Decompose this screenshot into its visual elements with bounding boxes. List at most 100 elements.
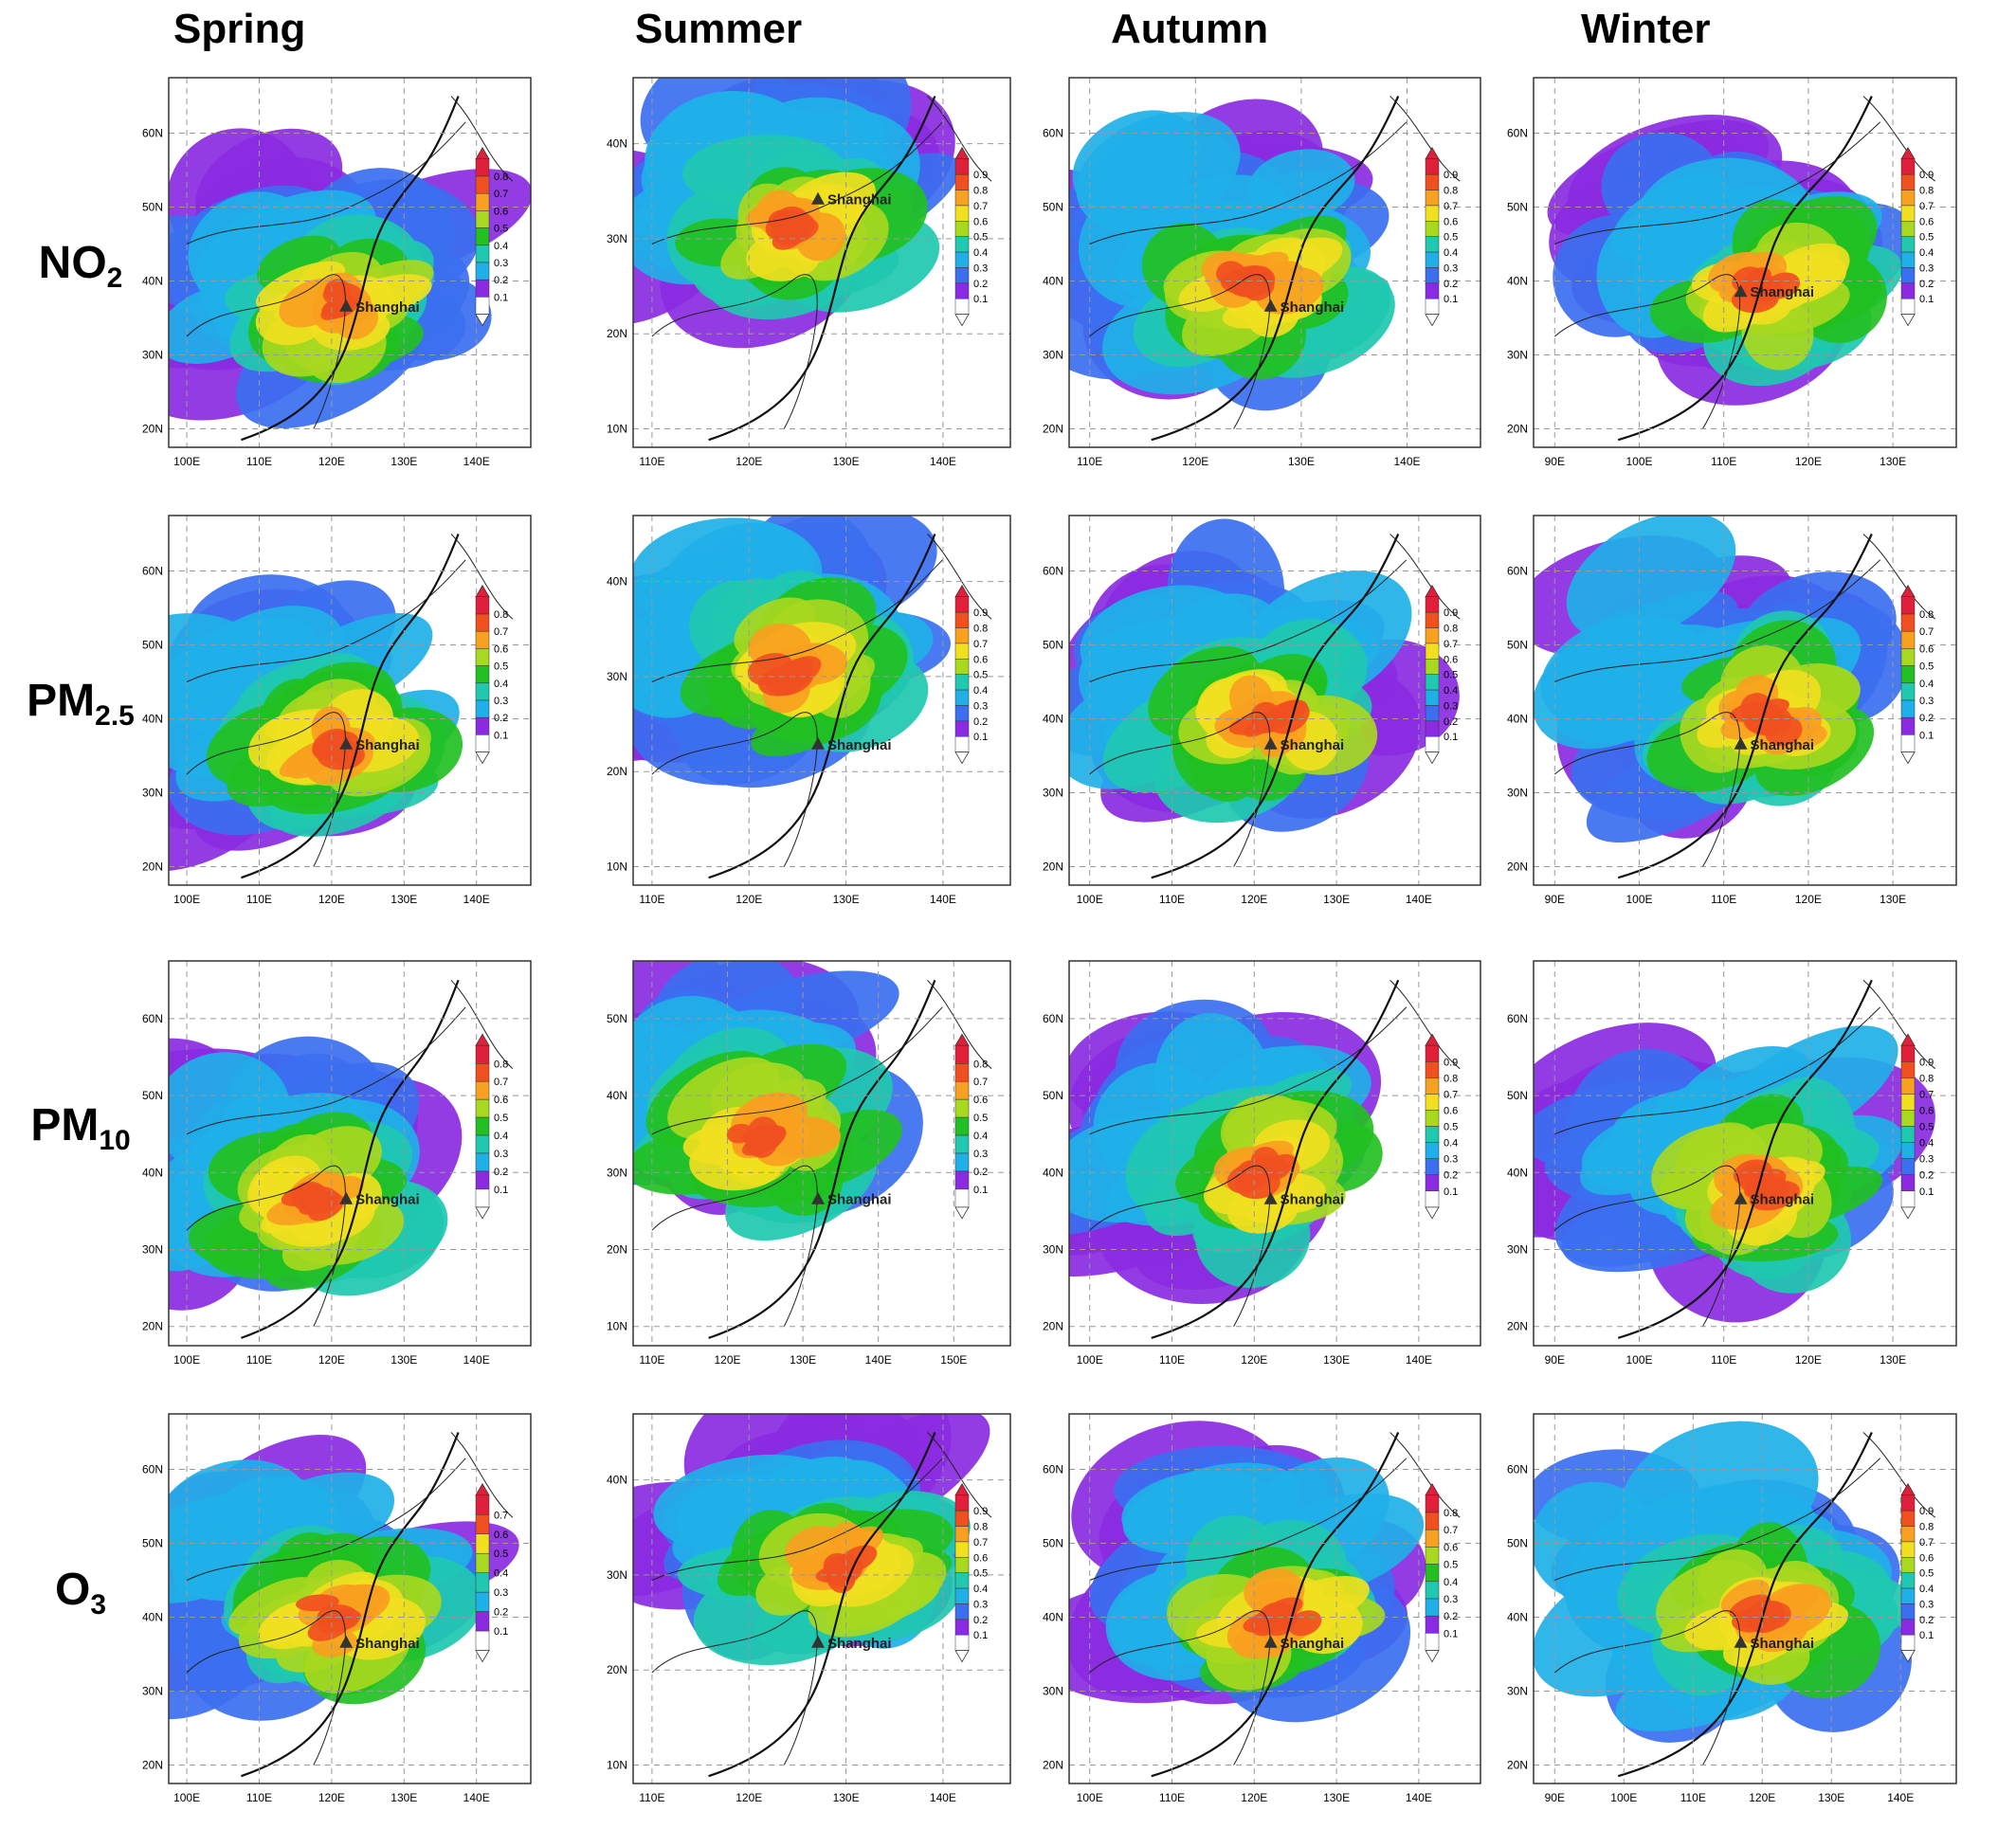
colorbar-tick-label: 0.6 [973, 1552, 988, 1564]
map-panel-o3-winter: 90E 100E 110E 120E 130E 140E 20N 30N 40N 50N 60N Sh… [1490, 1410, 1960, 1808]
colorbar-tick-label: 0.1 [1919, 730, 1934, 741]
lon-tick-label: 100E [173, 455, 200, 468]
lon-tick-label: 120E [318, 893, 345, 906]
map-panel-no2-spring: 100E 110E 120E 130E 140E 20N 30N 40N 50N 60N Shang… [125, 74, 535, 472]
shanghai-label: Shanghai [1280, 1192, 1345, 1208]
lon-tick-label: 120E [318, 455, 345, 468]
lat-tick-label: 60N [1043, 1012, 1063, 1025]
colorbar-tick-label: 0.9 [973, 607, 988, 619]
colorbar-tick-label: 0.6 [494, 206, 508, 217]
colorbar-tick-label: 0.7 [973, 639, 988, 650]
lat-tick-label: 40N [1507, 1611, 1528, 1624]
colorbar-tick-label: 0.1 [1919, 294, 1934, 305]
lat-tick-label: 40N [607, 137, 627, 151]
lon-tick-label: 130E [833, 893, 860, 906]
lat-tick-label: 30N [1043, 1685, 1063, 1698]
lat-tick-label: 20N [142, 1759, 163, 1772]
colorbar-tick-label: 0.2 [1444, 1611, 1458, 1622]
colorbar-tick-label: 0.3 [973, 1149, 988, 1160]
shanghai-marker [339, 1191, 354, 1204]
lon-tick-label: 130E [390, 1353, 417, 1367]
lon-tick-label: 110E [246, 1791, 272, 1804]
lon-tick-label: 130E [1288, 455, 1315, 468]
lon-tick-label: 130E [1880, 893, 1906, 906]
coastline [1151, 979, 1400, 1339]
colorbar-tick-label: 0.6 [1919, 1106, 1934, 1117]
lon-tick-label: 130E [1818, 1791, 1844, 1804]
lat-tick-label: 30N [1507, 1685, 1528, 1698]
season-title-spring: Spring [173, 6, 306, 52]
colorbar-tick-label: 0.5 [494, 661, 508, 673]
colorbar: 0.1 0.2 0.3 0.4 0.5 0.6 0.7 0.8 [475, 147, 508, 327]
lat-tick-label: 20N [1043, 423, 1063, 436]
colorbar-tick-label: 0.3 [1444, 700, 1458, 712]
lon-tick-label: 120E [714, 1353, 740, 1367]
colorbar-tick-label: 0.1 [1444, 294, 1458, 305]
lon-tick-label: 110E [1711, 1353, 1736, 1367]
lon-tick-label: 140E [930, 455, 956, 468]
colorbar-tick-label: 0.5 [973, 670, 988, 681]
lon-tick-label: 120E [736, 455, 762, 468]
lat-tick-label: 40N [607, 1089, 627, 1102]
concentration-field [633, 1414, 992, 1778]
lon-tick-label: 140E [930, 1791, 956, 1804]
colorbar-tick-label: 0.6 [1919, 216, 1934, 227]
lon-tick-label: 110E [1077, 455, 1102, 468]
concentration-field [169, 979, 514, 1339]
lon-tick-label: 110E [639, 893, 664, 906]
map-svg: 110E 120E 130E 140E 150E 10N 20N 30N 40N 50N Shang… [607, 960, 1011, 1367]
lon-tick-label: 100E [173, 1791, 200, 1804]
colorbar-tick-label: 0.3 [1444, 1154, 1458, 1166]
lon-tick-label: 110E [639, 1353, 664, 1367]
concentration-field [169, 96, 531, 442]
colorbar-tick-label: 0.4 [494, 1568, 508, 1580]
shanghai-label: Shanghai [355, 1636, 420, 1652]
colorbar-tick-label: 0.2 [1919, 1615, 1934, 1626]
colorbar-tick-label: 0.9 [1444, 1057, 1458, 1068]
colorbar-tick-label: 0.7 [973, 1077, 988, 1088]
colorbar-tick-label: 0.1 [973, 1630, 988, 1641]
colorbar-tick-label: 0.9 [1919, 1506, 1934, 1517]
lon-tick-label: 100E [1626, 893, 1652, 906]
lat-tick-label: 50N [1043, 1537, 1063, 1550]
colorbar-tick-label: 0.1 [973, 1185, 988, 1196]
lat-tick-label: 60N [1507, 1463, 1528, 1476]
lat-tick-label: 50N [1507, 1089, 1528, 1102]
lon-tick-label: 130E [1323, 1791, 1350, 1804]
lat-tick-label: 50N [607, 1012, 627, 1025]
lat-tick-label: 40N [607, 1474, 627, 1487]
colorbar-tick-label: 0.4 [494, 241, 508, 252]
map-panel-pm25-summer: 110E 120E 130E 140E 10N 20N 30N 40N Shanghai 0.1 0… [590, 512, 1014, 910]
colorbar-tick-label: 0.5 [973, 1568, 988, 1580]
shanghai-label: Shanghai [355, 1192, 420, 1208]
colorbar: 0.1 0.2 0.3 0.4 0.5 0.6 0.7 0.8 0.9 [954, 585, 988, 765]
colorbar: 0.1 0.2 0.3 0.4 0.5 0.6 0.7 0.8 [1900, 585, 1934, 765]
colorbar-tick-label: 0.8 [1444, 1508, 1458, 1519]
coastline [1151, 534, 1400, 879]
map-panel-pm10-winter: 90E 100E 110E 120E 130E 20N 30N 40N 50N 60N Shangh… [1490, 957, 1960, 1370]
colorbar-tick-label: 0.5 [1919, 232, 1934, 244]
colorbar-tick-label: 0.3 [973, 1599, 988, 1610]
lon-tick-label: 120E [1795, 1353, 1822, 1367]
colorbar: 0.1 0.2 0.3 0.4 0.5 0.6 0.7 0.8 0.9 [1900, 1033, 1934, 1220]
lat-tick-label: 60N [1507, 1012, 1528, 1025]
lat-tick-label: 20N [1507, 423, 1528, 436]
colorbar-tick-label: 0.4 [973, 685, 988, 697]
map-svg: 100E 110E 120E 130E 140E 20N 30N 40N 50N 60N Shang… [1043, 960, 1481, 1367]
lat-tick-label: 30N [1507, 349, 1528, 362]
colorbar-tick-label: 0.4 [1919, 679, 1934, 690]
lon-tick-label: 130E [1323, 1353, 1350, 1367]
lon-tick-label: 100E [1077, 1791, 1103, 1804]
lat-tick-label: 20N [1507, 860, 1528, 874]
lon-tick-label: 90E [1545, 1353, 1565, 1367]
shanghai-marker [811, 1191, 826, 1204]
lon-tick-label: 110E [1159, 893, 1185, 906]
concentration-field [633, 961, 992, 1339]
colorbar: 0.1 0.2 0.3 0.4 0.5 0.6 0.7 0.8 [475, 1033, 508, 1220]
colorbar-tick-label: 0.4 [973, 1131, 988, 1142]
colorbar-tick-label: 0.2 [1919, 1170, 1934, 1182]
lon-tick-label: 120E [1182, 455, 1208, 468]
colorbar-tick-label: 0.4 [1444, 247, 1458, 259]
lat-tick-label: 60N [1043, 565, 1063, 578]
